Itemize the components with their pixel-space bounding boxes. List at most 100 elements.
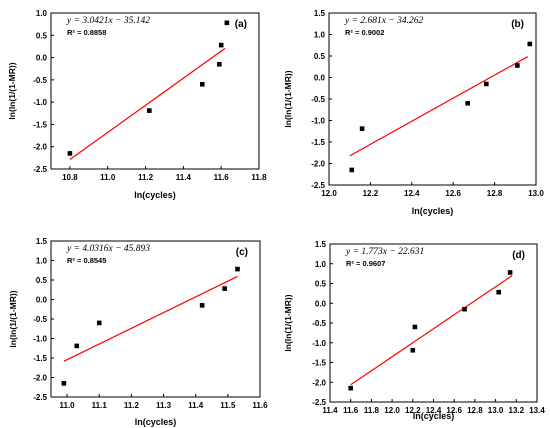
panel-label: (c) [236, 247, 248, 258]
chart-panel: 12.0 12.2 12.4 12.6 12.8 13.0 -2.5 -2.0 -1.5 -1.0… [283, 9, 544, 216]
x-axis-label: ln(cycles) [135, 417, 177, 427]
x-axis-label: ln(cycles) [412, 206, 454, 216]
x-tick-label: 13.0 [528, 189, 544, 198]
data-point [235, 266, 240, 272]
y-tick-label: -1.5 [312, 359, 326, 368]
chart-panel: 11.0 11.1 11.2 11.3 11.4 11.5 11.6 -2.5 -2.0 -1.5… [8, 237, 268, 427]
x-tick-label: 13.4 [529, 406, 545, 415]
y-axis-label: ln(ln(1/(1-MR)) [283, 294, 293, 351]
data-point [216, 61, 222, 67]
x-tick-label: 12.8 [467, 406, 483, 415]
r-squared-label: R² = 0.9002 [345, 28, 384, 37]
y-tick-label: -2.0 [33, 143, 47, 152]
fit-line [63, 275, 238, 362]
data-point [359, 126, 365, 131]
y-tick-label: 0.0 [314, 74, 326, 83]
plot-frame [50, 12, 260, 170]
x-tick-label: 11.4 [176, 173, 192, 182]
panel-label: (b) [511, 19, 524, 30]
y-tick-label: 1.0 [36, 257, 48, 266]
x-tick-label: 13.0 [488, 406, 504, 415]
data-point [199, 82, 205, 87]
x-tick-label: 10.8 [62, 173, 78, 182]
x-tick-label: 11.0 [60, 401, 76, 410]
y-tick-label: 1.0 [315, 260, 327, 269]
r-squared-label: R² = 0.8858 [67, 28, 106, 37]
y-tick-label: -2.5 [33, 393, 47, 402]
y-tick-label: 1.5 [315, 240, 327, 249]
x-tick-label: 13.2 [509, 406, 525, 415]
x-tick-label: 11.5 [220, 401, 236, 410]
panel-label: (a) [235, 19, 247, 30]
x-tick-label: 12.2 [363, 189, 379, 198]
x-axis-label: ln(cycles) [413, 411, 455, 421]
data-point [412, 324, 418, 330]
y-tick-label: -2.0 [312, 378, 326, 387]
x-tick-label: 11.6 [214, 173, 230, 182]
x-tick-label: 11.2 [138, 173, 154, 182]
y-tick-label: 0.0 [36, 296, 48, 305]
y-tick-label: 0.5 [314, 52, 326, 61]
y-tick-label: -1.0 [312, 339, 326, 348]
data-point [199, 303, 205, 308]
fit-line [350, 275, 513, 386]
y-tick-label: -1.0 [33, 98, 47, 107]
data-point [222, 286, 227, 291]
data-point [348, 385, 353, 391]
y-tick-label: -1.5 [33, 354, 47, 363]
y-tick-label: 1.0 [36, 9, 48, 18]
y-tick-label: -0.5 [33, 76, 47, 85]
chart-panel: 11.4 11.6 11.8 12.0 12.2 12.4 12.6 12.8 13.0 13.2… [283, 240, 545, 421]
x-tick-label: 12.6 [445, 189, 461, 198]
data-point [496, 289, 502, 295]
data-point [96, 320, 102, 326]
y-tick-label: -1.0 [311, 117, 325, 126]
y-tick-label: 0.5 [36, 31, 48, 40]
data-point [218, 42, 224, 48]
data-point [61, 381, 67, 386]
data-point [224, 20, 230, 26]
fit-equation: y = 3.0421x − 35.142 [66, 16, 150, 26]
y-tick-label: 1.5 [36, 237, 48, 246]
y-tick-label: -2.5 [33, 165, 47, 174]
y-tick-label: 0.5 [36, 276, 48, 285]
x-tick-label: 12.4 [426, 406, 442, 415]
fit-equation: y = 4.0316x − 45.893 [66, 244, 150, 254]
data-point [67, 151, 73, 156]
x-tick-label: 12.4 [404, 189, 420, 198]
panel-label: (d) [512, 250, 525, 261]
y-tick-label: -0.5 [311, 95, 325, 104]
x-axis-label: ln(cycles) [134, 190, 176, 200]
data-point [349, 167, 355, 173]
y-axis-label: ln(ln(1/(1-MR)) [8, 290, 18, 347]
x-tick-label: 11.8 [364, 406, 380, 415]
plot-frame [328, 12, 537, 186]
y-tick-label: -0.5 [33, 315, 47, 324]
y-tick-label: -2.5 [311, 181, 325, 190]
data-point [527, 41, 533, 47]
x-tick-label: 11.1 [92, 401, 108, 410]
x-tick-label: 11.3 [156, 401, 172, 410]
x-tick-label: 11.6 [252, 401, 268, 410]
fit-equation: y = 2.681x − 34.262 [344, 16, 424, 26]
x-tick-label: 12.0 [321, 189, 337, 198]
data-point [410, 347, 416, 353]
fit-line [69, 47, 226, 161]
chart-panel: 10.8 11.0 11.2 11.4 11.6 11.8 -2.5 -2.0 -1.5 -1.0… [7, 9, 267, 200]
y-tick-label: -2.0 [33, 374, 47, 383]
x-tick-label: 11.0 [100, 173, 116, 182]
y-axis-label: ln(ln(1/(1-MR)) [7, 62, 17, 119]
y-tick-label: -1.5 [311, 138, 325, 147]
data-point [74, 343, 80, 349]
data-point [507, 270, 513, 275]
y-tick-label: -0.5 [312, 319, 326, 328]
y-tick-label: -2.5 [312, 398, 326, 407]
x-tick-label: 11.4 [322, 406, 338, 415]
y-tick-label: 0.0 [315, 299, 327, 308]
data-point [465, 101, 470, 106]
x-tick-label: 11.4 [188, 401, 204, 410]
data-point [484, 81, 489, 87]
data-point [515, 63, 520, 68]
x-tick-label: 12.0 [384, 406, 400, 415]
